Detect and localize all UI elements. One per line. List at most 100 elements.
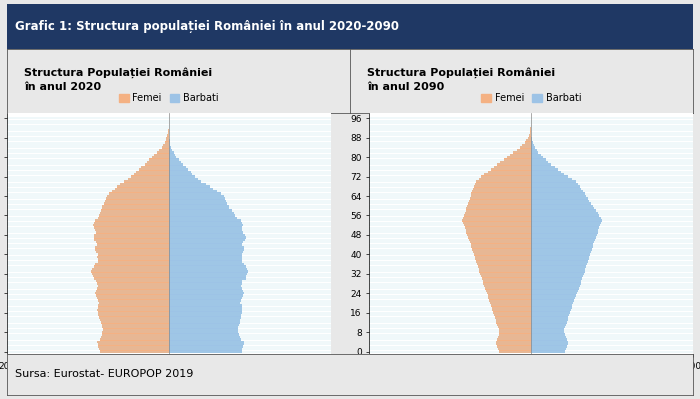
Bar — [102, 207, 169, 209]
Bar — [169, 197, 225, 200]
Bar — [169, 309, 242, 312]
Bar — [99, 217, 169, 219]
Bar — [466, 207, 531, 209]
Bar — [531, 229, 598, 231]
Bar — [92, 273, 169, 275]
Bar — [169, 251, 243, 253]
Bar — [169, 346, 243, 348]
Bar — [499, 328, 531, 331]
Bar — [531, 239, 595, 241]
Bar — [95, 248, 169, 251]
Bar — [474, 185, 531, 188]
Bar — [525, 141, 531, 144]
Bar — [169, 333, 239, 336]
Bar — [169, 256, 242, 258]
Bar — [531, 319, 568, 321]
Bar — [477, 263, 531, 265]
Bar — [169, 280, 242, 282]
Bar — [531, 154, 541, 156]
Bar — [96, 290, 169, 292]
Bar — [168, 132, 169, 134]
Bar — [169, 226, 242, 229]
Bar — [471, 192, 531, 195]
Bar — [475, 258, 531, 261]
Bar — [169, 314, 241, 316]
Bar — [496, 319, 531, 321]
Bar — [169, 144, 170, 146]
Bar — [531, 141, 533, 144]
Bar — [99, 314, 169, 316]
Bar — [531, 263, 587, 265]
Bar — [531, 236, 596, 239]
Bar — [531, 324, 566, 326]
Bar — [97, 243, 169, 246]
Bar — [169, 156, 176, 158]
Bar — [531, 338, 567, 341]
Bar — [97, 253, 169, 256]
Bar — [169, 183, 206, 185]
Bar — [531, 316, 568, 319]
Bar — [531, 221, 601, 224]
Bar — [101, 209, 169, 212]
Bar — [169, 195, 224, 197]
Bar — [531, 321, 567, 324]
Bar — [95, 246, 169, 248]
Bar — [169, 202, 227, 205]
Bar — [99, 214, 169, 217]
Bar — [531, 190, 583, 192]
Bar — [169, 239, 245, 241]
Bar — [94, 265, 169, 268]
Bar — [497, 338, 531, 341]
Bar — [531, 299, 574, 302]
Bar — [169, 294, 243, 297]
Bar — [526, 139, 531, 141]
Bar — [473, 190, 531, 192]
Bar — [169, 214, 235, 217]
Bar — [169, 268, 247, 270]
Bar — [531, 168, 558, 170]
Bar — [531, 326, 565, 328]
Bar — [531, 212, 598, 214]
Bar — [478, 265, 531, 268]
Bar — [166, 139, 169, 141]
Bar — [169, 312, 241, 314]
Bar — [504, 158, 531, 161]
Bar — [531, 217, 601, 219]
Bar — [463, 221, 531, 224]
Bar — [469, 200, 531, 202]
Bar — [169, 161, 181, 163]
Bar — [489, 299, 531, 302]
Bar — [131, 176, 169, 178]
Bar — [92, 224, 169, 226]
Bar — [531, 197, 588, 200]
Bar — [97, 297, 169, 299]
Bar — [102, 326, 169, 328]
Bar — [531, 294, 575, 297]
Bar — [96, 280, 169, 282]
Bar — [465, 226, 531, 229]
Bar — [531, 277, 582, 280]
Text: Grafic 1: Structura populației României în anul 2020-2090: Grafic 1: Structura populației României … — [15, 20, 399, 33]
Bar — [479, 178, 531, 180]
Bar — [498, 348, 531, 350]
Bar — [94, 277, 169, 280]
Text: Structura Populației României
în anul 2090: Structura Populației României în anul 20… — [367, 67, 555, 92]
Bar — [125, 180, 169, 183]
Bar — [486, 290, 531, 292]
Bar — [95, 229, 169, 231]
Bar — [482, 277, 531, 280]
Bar — [169, 328, 239, 331]
Text: Sursa: Eurostat- EUROPOP 2019: Sursa: Eurostat- EUROPOP 2019 — [15, 369, 194, 379]
Bar — [468, 236, 531, 239]
Bar — [465, 212, 531, 214]
Bar — [531, 348, 566, 350]
Bar — [531, 243, 594, 246]
Bar — [494, 312, 531, 314]
Bar — [94, 236, 169, 239]
Bar — [115, 188, 169, 190]
Bar — [531, 297, 575, 299]
Bar — [531, 275, 583, 277]
Bar — [531, 158, 546, 161]
Bar — [169, 246, 244, 248]
Bar — [169, 151, 174, 154]
